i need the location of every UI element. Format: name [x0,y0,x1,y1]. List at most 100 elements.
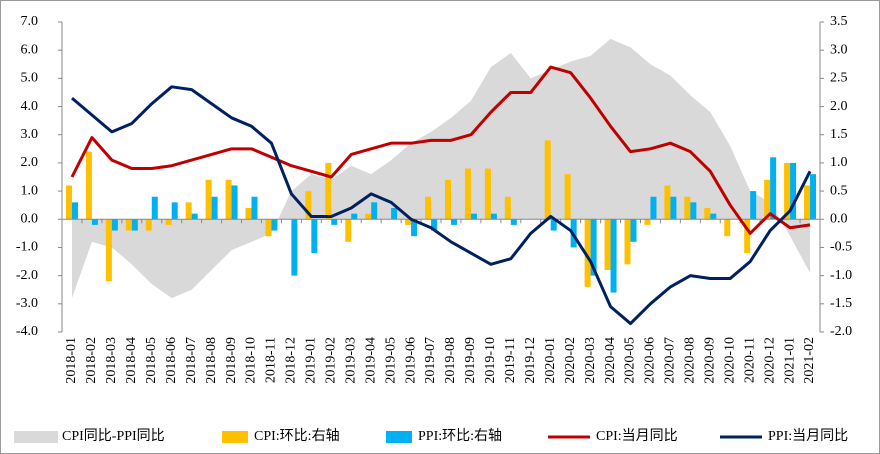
y2-tick-label: 2.0 [830,99,848,114]
x-tick-label: 2019-09 [463,337,478,384]
x-tick-label: 2020-03 [583,337,598,384]
x-tick-label: 2018-05 [144,337,159,384]
x-tick-label: 2018-09 [224,337,239,384]
bar [331,219,338,225]
x-tick-label: 2018-01 [64,337,79,384]
bar [151,196,158,220]
x-tick-label: 2020-01 [543,337,558,384]
legend-swatch [386,431,412,443]
bar [351,213,358,220]
y2-tick-label: 0.0 [830,211,848,226]
x-tick-label: 2018-03 [104,337,119,384]
bar [650,196,657,220]
bar [710,213,717,220]
x-tick-label: 2020-04 [603,337,618,384]
x-tick-label: 2021-02 [802,337,817,384]
bar [111,219,118,231]
bar [684,196,691,220]
x-tick-label: 2019-04 [363,337,378,384]
y-tick-label: -3.0 [16,296,38,311]
x-tick-label: 2018-08 [204,337,219,384]
bar [450,219,457,225]
bar [231,185,238,220]
bar [425,196,432,220]
y-tick-label: 1.0 [21,183,39,198]
bar [371,202,378,220]
x-tick-label: 2019-07 [423,337,438,384]
y-tick-label: 5.0 [21,71,39,86]
bar [431,219,438,231]
y2-tick-label: 2.5 [830,71,848,86]
x-tick-label: 2019-11 [503,337,518,383]
x-tick-label: 2020-08 [683,337,698,384]
x-tick-label: 2018-06 [164,337,179,384]
legend-label: CPI:当月同比 [596,428,678,444]
bar [670,196,677,220]
x-tick-label: 2020-10 [722,337,737,384]
bar [405,219,412,225]
bar [205,179,212,220]
x-tick-label: 2020-07 [663,337,678,384]
bar [191,213,198,220]
bar [564,174,571,220]
x-tick-label: 2019-06 [403,337,418,384]
bar [444,179,451,220]
bar [664,185,671,220]
bar [305,191,312,220]
x-tick-label: 2020-02 [563,337,578,384]
bar [91,219,98,225]
y-tick-label: 7.0 [21,14,39,29]
x-tick-label: 2019-10 [483,337,498,384]
bar [630,219,637,242]
x-tick-label: 2018-02 [84,337,99,384]
bar [744,219,751,254]
legend-label: CPI同比-PPI同比 [62,428,165,444]
bar [131,219,138,231]
x-tick-label: 2018-04 [124,337,139,384]
bar [171,202,178,220]
bar [271,219,278,231]
bar [391,208,398,220]
bar [690,202,697,220]
y2-tick-label: -2.0 [830,324,852,339]
x-tick-label: 2018-11 [264,337,279,383]
y2-tick-label: 3.5 [830,14,848,29]
bar [245,208,252,220]
x-tick-label: 2020-09 [703,337,718,384]
bar [724,219,731,237]
bar [810,174,817,220]
bar [325,162,332,220]
bar [365,213,372,220]
bar [604,219,611,270]
x-tick-label: 2020-11 [742,337,757,383]
legend-label: PPI:环比:右轴 [418,428,502,444]
x-tick-label: 2018-10 [244,337,259,384]
bar [65,185,72,220]
bar [185,202,192,220]
x-tick-label: 2020-05 [623,337,638,384]
bar [85,151,92,220]
bar [784,162,791,220]
x-tick-label: 2019-03 [343,337,358,384]
bar [345,219,352,242]
bar [584,219,591,287]
x-tick-label: 2020-12 [762,337,777,384]
bar [750,191,757,220]
x-tick-label: 2019-12 [523,337,538,384]
area [71,38,811,299]
legend-swatch [14,431,58,443]
x-tick-label: 2019-01 [304,337,319,384]
bar [165,219,172,225]
x-tick-label: 2018-12 [284,337,299,384]
bar [610,219,617,293]
bar [411,219,418,237]
legend-label: CPI:环比:右轴 [254,428,340,444]
y-tick-label: -4.0 [16,324,38,339]
line [71,85,812,326]
bar [804,185,811,220]
bar [125,219,132,231]
bar [251,196,258,220]
bar [225,179,232,220]
